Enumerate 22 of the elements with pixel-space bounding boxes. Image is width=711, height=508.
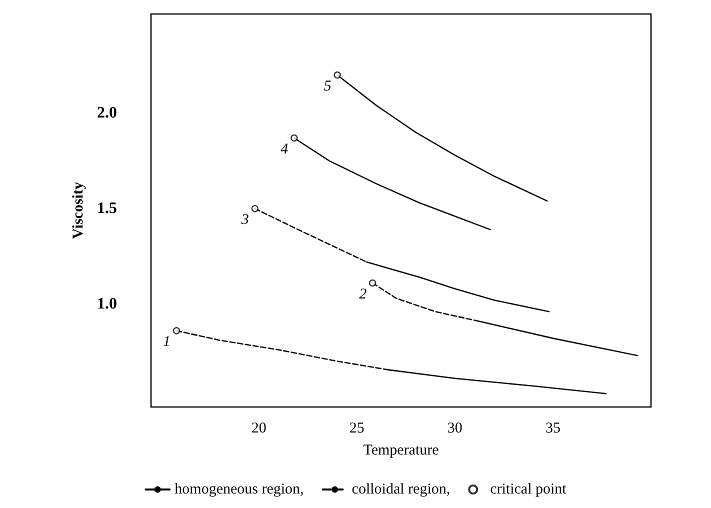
x-tick-label: 35 xyxy=(545,420,560,436)
y-tick-label: 2.0 xyxy=(97,104,117,122)
annotation: 4 xyxy=(280,142,289,158)
legend-label: colloidal region, xyxy=(352,482,450,498)
annotation: 2 xyxy=(359,286,368,302)
annotation: 3 xyxy=(240,212,249,228)
x-tick-label: 25 xyxy=(349,420,364,436)
x-tick-label: 30 xyxy=(447,420,462,436)
point xyxy=(368,279,376,287)
legend-label: critical point xyxy=(490,482,568,498)
point xyxy=(172,327,180,334)
y-axis-title: Viscosity xyxy=(70,182,87,239)
annotation: 1 xyxy=(162,334,170,350)
point xyxy=(334,71,341,79)
y-tick-label: 1.5 xyxy=(97,200,117,218)
annotation: 5 xyxy=(324,78,332,95)
x-axis-title: Temperature xyxy=(363,442,440,458)
legend-label: homogeneous region, xyxy=(174,482,304,498)
point xyxy=(251,204,259,212)
point xyxy=(290,134,298,142)
y-tick-label: 1.0 xyxy=(97,295,117,312)
x-tick-label: 20 xyxy=(251,420,266,436)
